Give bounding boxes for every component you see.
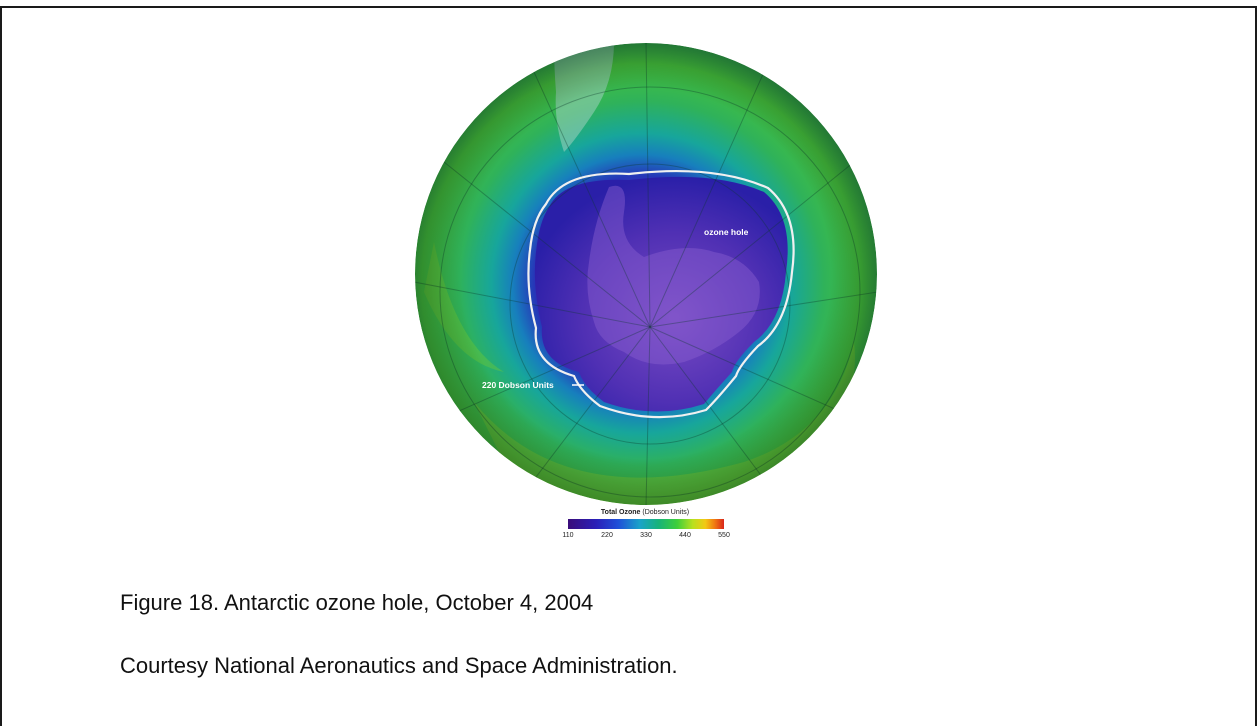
globe-edge-shade <box>415 43 877 505</box>
legend-tick: 110 <box>562 532 574 539</box>
legend-ticks: 110 220 330 440 550 <box>560 532 730 542</box>
figure-caption: Figure 18. Antarctic ozone hole, October… <box>120 590 594 615</box>
contour-label: 220 Dobson Units <box>482 380 554 390</box>
legend-title-bold: Total Ozone <box>600 509 641 516</box>
globe-svg: ozone hole 220 Dobson Units <box>415 43 877 505</box>
color-scale-legend: Total Ozone (Dobson Units) 110 220 330 4… <box>560 509 730 545</box>
legend-title-units: (Dobson Units) <box>642 509 690 516</box>
ozone-hole-label: ozone hole <box>704 227 749 237</box>
credit-line: Courtesy National Aeronautics and Space … <box>120 653 678 678</box>
legend-title: Total Ozone (Dobson Units) <box>560 509 730 516</box>
legend-tick: 330 <box>640 532 652 539</box>
legend-color-bar <box>568 519 724 529</box>
legend-tick: 440 <box>679 532 691 539</box>
ozone-globe-map: ozone hole 220 Dobson Units <box>414 42 878 506</box>
legend-tick: 550 <box>718 532 730 539</box>
figure-frame <box>0 6 1257 726</box>
legend-tick: 220 <box>601 532 613 539</box>
